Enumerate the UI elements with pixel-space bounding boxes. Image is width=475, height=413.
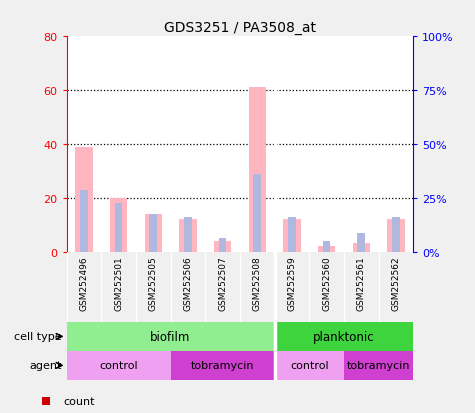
Text: GSM252562: GSM252562 bbox=[391, 255, 400, 310]
Text: GSM252559: GSM252559 bbox=[287, 255, 296, 310]
Bar bbox=[352, 244, 370, 252]
Text: GSM252507: GSM252507 bbox=[218, 255, 227, 310]
Text: control: control bbox=[290, 361, 329, 370]
Bar bbox=[288, 217, 296, 252]
Text: agent: agent bbox=[29, 361, 62, 370]
Bar bbox=[275, 322, 413, 351]
Text: control: control bbox=[99, 361, 138, 370]
Bar bbox=[357, 233, 365, 252]
Text: GSM252501: GSM252501 bbox=[114, 255, 123, 310]
Bar bbox=[387, 220, 405, 252]
Bar bbox=[218, 239, 227, 252]
Text: tobramycin: tobramycin bbox=[347, 361, 410, 370]
Text: GSM252508: GSM252508 bbox=[253, 255, 262, 310]
Bar bbox=[392, 217, 400, 252]
Bar bbox=[114, 204, 123, 252]
Bar bbox=[253, 174, 261, 252]
Bar bbox=[214, 241, 231, 252]
Text: tobramycin: tobramycin bbox=[191, 361, 254, 370]
Bar bbox=[80, 190, 88, 252]
Text: biofilm: biofilm bbox=[151, 330, 191, 343]
Text: GSM252496: GSM252496 bbox=[79, 255, 88, 310]
Bar bbox=[344, 351, 413, 380]
Text: cell type: cell type bbox=[14, 332, 62, 342]
Bar bbox=[75, 147, 93, 252]
Bar bbox=[66, 351, 171, 380]
Bar bbox=[248, 88, 266, 252]
Bar bbox=[144, 214, 162, 252]
Text: GSM252505: GSM252505 bbox=[149, 255, 158, 310]
Title: GDS3251 / PA3508_at: GDS3251 / PA3508_at bbox=[164, 21, 316, 35]
Bar bbox=[275, 351, 344, 380]
Bar bbox=[283, 220, 301, 252]
Text: GSM252506: GSM252506 bbox=[183, 255, 192, 310]
Bar bbox=[323, 241, 331, 252]
Bar bbox=[184, 217, 192, 252]
Bar bbox=[149, 214, 157, 252]
Bar bbox=[171, 351, 275, 380]
Text: planktonic: planktonic bbox=[313, 330, 375, 343]
Text: count: count bbox=[63, 396, 95, 406]
Text: GSM252561: GSM252561 bbox=[357, 255, 366, 310]
Bar bbox=[318, 247, 335, 252]
Bar bbox=[66, 322, 275, 351]
Bar bbox=[179, 220, 197, 252]
Text: GSM252560: GSM252560 bbox=[322, 255, 331, 310]
Bar bbox=[110, 198, 127, 252]
